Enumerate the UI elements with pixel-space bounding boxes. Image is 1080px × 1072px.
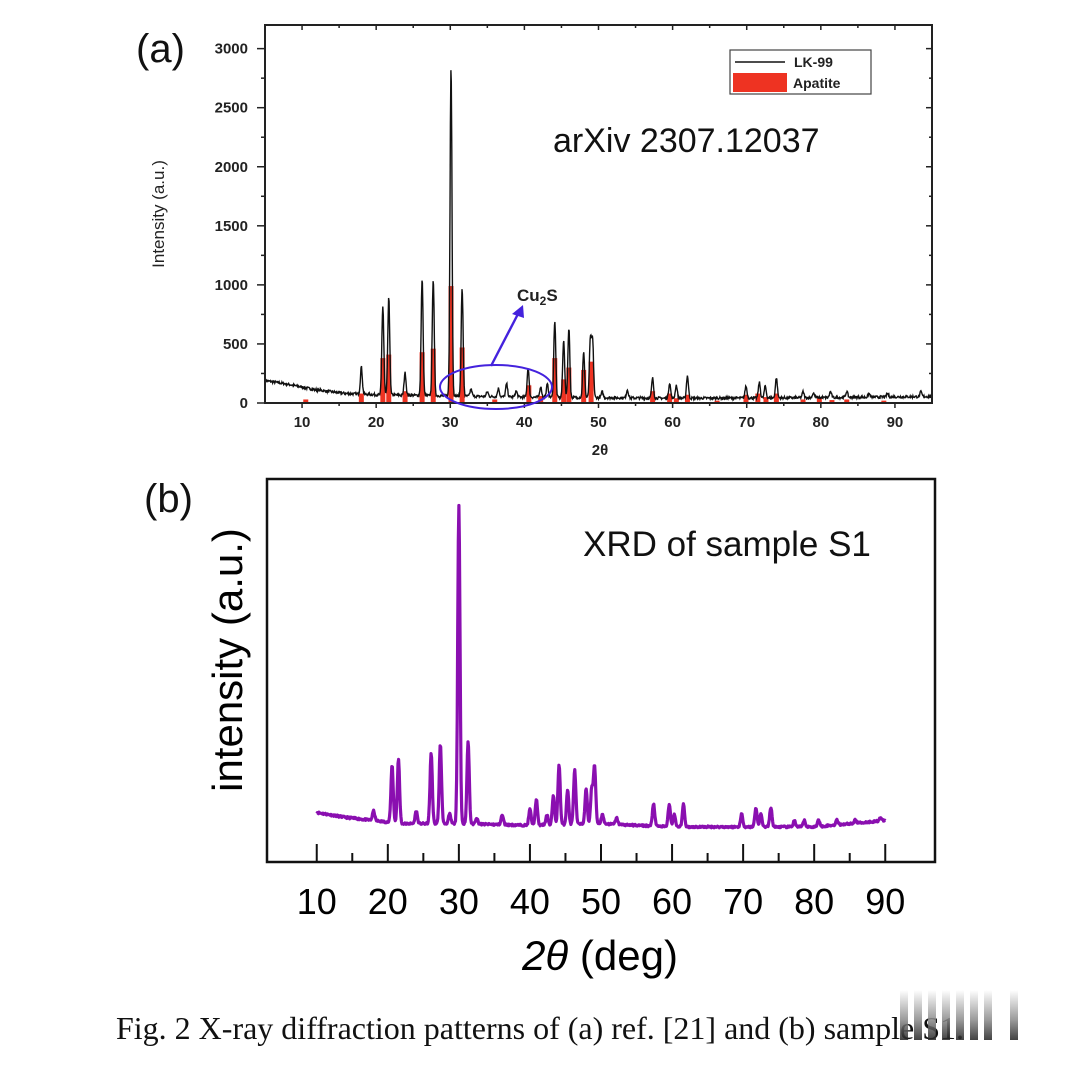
x-tick-label: 80 [812, 414, 829, 431]
panel-a-x-axis-label: 2θ [592, 442, 608, 459]
apatite-bar [881, 400, 887, 403]
panel-b-x-ticks: 10 20 30 40 50 60 70 80 90 [297, 844, 905, 922]
panel-a-x-ticks: 10 20 30 40 50 60 70 80 90 [294, 25, 904, 431]
apatite-bar [829, 400, 835, 403]
apatite-bar [402, 391, 408, 403]
x-tick-label: 40 [516, 414, 533, 431]
panel-b-label: (b) [144, 477, 193, 521]
apatite-bar [380, 358, 386, 403]
x-tick-label: 70 [723, 881, 763, 922]
apatite-bar [816, 398, 822, 403]
apatite-bar [673, 398, 679, 403]
apatite-bar [386, 354, 392, 403]
y-tick-label: 3000 [215, 41, 248, 58]
apatite-bar [650, 391, 656, 403]
panel-a-legend: LK-99 Apatite [729, 49, 872, 95]
apatite-bar [684, 394, 690, 403]
apatite-bar [448, 286, 454, 403]
apatite-bar [419, 352, 425, 403]
x-tick-label: 10 [294, 414, 311, 431]
apatite-bar [566, 367, 572, 403]
x-tick-label: 30 [439, 881, 479, 922]
x-tick-label: 30 [442, 414, 459, 431]
panel-b: (b) 10 20 30 40 50 60 70 80 90 intensity (a.u.) … [144, 477, 937, 979]
x-tick-label: 60 [664, 414, 681, 431]
apatite-bar [743, 394, 749, 403]
x-tick-label: 50 [590, 414, 607, 431]
y-tick-label: 500 [223, 336, 248, 353]
cu2s-callout: Cu2S [439, 286, 558, 410]
apatite-bar [755, 393, 761, 403]
apatite-bar [763, 397, 769, 403]
x-tick-label: 90 [865, 881, 905, 922]
apatite-bar [714, 400, 720, 403]
y-tick-label: 2000 [215, 159, 248, 176]
apatite-bar [526, 385, 532, 403]
x-tick-label: 20 [368, 881, 408, 922]
apatite-bar [800, 399, 806, 403]
panel-b-x-axis-label: 2θ (deg) [521, 932, 678, 979]
cu2s-ellipse [439, 364, 553, 410]
legend-apatite-swatch [733, 73, 787, 92]
apatite-bar [773, 393, 779, 403]
apatite-bar [459, 347, 465, 403]
x-tick-label: 90 [887, 414, 904, 431]
apatite-bar [492, 399, 498, 403]
x-tick-label: 80 [794, 881, 834, 922]
apatite-bar [430, 348, 436, 403]
y-tick-label: 2500 [215, 100, 248, 117]
cu2s-arrowhead [512, 305, 524, 318]
cu2s-arrow [489, 311, 521, 367]
apatite-bar [581, 369, 587, 403]
panel-a-plot-area [264, 70, 932, 404]
apatite-bar [588, 361, 594, 403]
panel-a: (a) 10 20 30 40 50 60 70 80 90 0 500 1000 1500 2000 2… [136, 24, 933, 459]
panel-a-annotation: arXiv 2307.12037 [553, 122, 820, 160]
x-tick-label: 70 [738, 414, 755, 431]
apatite-bar [358, 393, 364, 403]
cu2s-label: Cu2S [517, 286, 558, 308]
x-tick-label: 50 [581, 881, 621, 922]
panel-a-y-axis-label: Intensity (a.u.) [149, 160, 168, 268]
apatite-bar [552, 358, 558, 403]
panel-a-y-ticks: 0 500 1000 1500 2000 2500 3000 [215, 41, 932, 412]
apatite-bar [667, 393, 673, 403]
x-tick-label: 20 [368, 414, 385, 431]
panel-b-annotation: XRD of sample S1 [583, 525, 871, 564]
apatite-bar [844, 399, 850, 403]
watermark-bars [898, 990, 1028, 1040]
figure-caption: Fig. 2 X-ray diffraction patterns of (a)… [115, 1010, 965, 1046]
panel-b-y-axis-label: intensity (a.u.) [204, 528, 251, 792]
x-tick-label: 40 [510, 881, 550, 922]
panel-b-plot-area [315, 503, 887, 830]
apatite-bar [561, 379, 567, 403]
y-tick-label: 1000 [215, 277, 248, 294]
s1-series-line [315, 503, 887, 830]
legend-lk99-label: LK-99 [794, 54, 833, 70]
x-tick-label: 10 [297, 881, 337, 922]
apatite-bar [303, 399, 309, 403]
x-tick-label: 60 [652, 881, 692, 922]
y-tick-label: 1500 [215, 218, 248, 235]
y-tick-label: 0 [240, 395, 248, 412]
panel-a-label: (a) [136, 27, 185, 71]
lk99-series-line [264, 70, 932, 403]
legend-apatite-label: Apatite [793, 75, 841, 91]
